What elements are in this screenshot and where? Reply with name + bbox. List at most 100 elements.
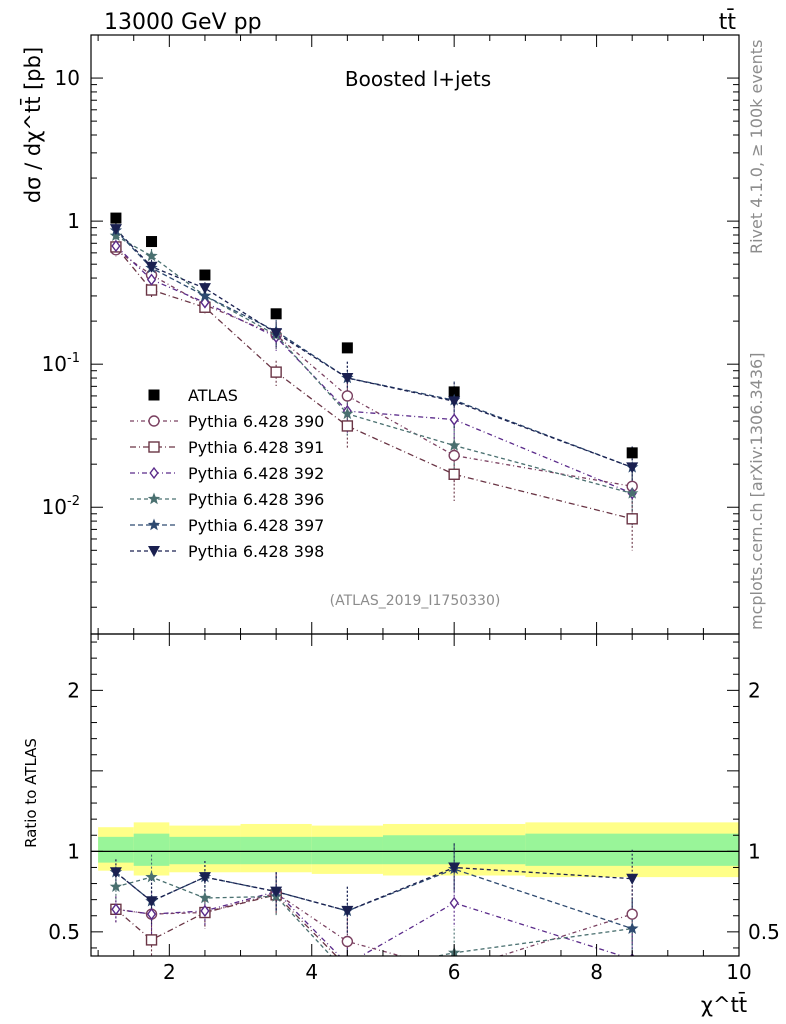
data-point bbox=[145, 284, 158, 296]
x-tick-label: 6 bbox=[448, 960, 461, 984]
main-title: Boosted l+jets bbox=[345, 67, 491, 91]
ratio-y-tick-label-left: 0.5 bbox=[48, 920, 80, 944]
main-ylabel: dσ / dχ^tt̄ [pb] bbox=[20, 47, 45, 203]
ratio-series-line bbox=[115, 868, 633, 930]
x-tick-label: 2 bbox=[163, 960, 176, 984]
ratio-point bbox=[145, 934, 158, 946]
data-point bbox=[341, 407, 354, 420]
legend-entry: Pythia 6.428 391 bbox=[188, 438, 324, 457]
ratio-point bbox=[449, 896, 459, 910]
x-tick-label: 10 bbox=[726, 960, 751, 984]
ratio-point bbox=[200, 904, 210, 918]
ratio-point bbox=[198, 872, 211, 884]
ratio-frame bbox=[90, 633, 740, 957]
ratio-point bbox=[270, 886, 283, 898]
legend-entry: Pythia 6.428 390 bbox=[188, 412, 324, 431]
legend-entry: Pythia 6.428 392 bbox=[188, 464, 324, 483]
mcplots-label: mcplots.cern.ch [arXiv:1306.3436] bbox=[747, 353, 766, 630]
ratio-point bbox=[344, 959, 352, 969]
ratio-point bbox=[448, 862, 461, 874]
uncertainty-band-stat bbox=[311, 836, 383, 865]
rivet-label: Rivet 4.1.0, ≥ 100k events bbox=[747, 40, 766, 254]
data-point bbox=[341, 373, 354, 385]
data-point bbox=[448, 439, 461, 451]
x-axis-label: χ^tt̄ bbox=[701, 992, 747, 1017]
ratio-y-tick-label-left: 1 bbox=[67, 839, 80, 863]
main-panel: 10-2 10-1 1 10 Boosted l+jets (ATLAS_2019_I… bbox=[20, 34, 740, 635]
y-tick-label: 10 bbox=[55, 66, 80, 90]
data-point bbox=[341, 420, 354, 432]
y-tick-label-exp: -2 bbox=[67, 494, 80, 509]
ratio-series-line bbox=[115, 876, 633, 956]
y-tick-label: 10-2 bbox=[42, 494, 80, 519]
uncertainty-band-stat bbox=[240, 836, 312, 865]
data-point bbox=[145, 261, 158, 273]
ratio-series-line bbox=[115, 894, 338, 956]
data-point bbox=[109, 224, 122, 236]
legend-entry: Pythia 6.428 396 bbox=[188, 490, 324, 509]
y-tick-label: 1 bbox=[67, 209, 80, 233]
ratio-point bbox=[626, 908, 638, 920]
series-line bbox=[115, 228, 633, 469]
data-point bbox=[626, 462, 639, 474]
analysis-id: (ATLAS_2019_I1750330) bbox=[330, 593, 501, 609]
ratio-point bbox=[342, 962, 352, 972]
legend-marker bbox=[147, 518, 161, 531]
x-tick-label: 4 bbox=[305, 960, 318, 984]
ratio-point bbox=[626, 873, 639, 885]
ratio-point bbox=[341, 935, 354, 948]
ratio-ylabel: Ratio to ATLAS bbox=[22, 738, 40, 848]
legend-marker bbox=[149, 466, 159, 480]
legend-marker bbox=[148, 389, 160, 401]
data-point bbox=[146, 273, 157, 286]
legend-entry: Pythia 6.428 397 bbox=[188, 516, 324, 535]
ratio-point bbox=[341, 967, 353, 979]
data-point bbox=[109, 229, 123, 241]
data-point bbox=[199, 269, 211, 281]
data-point bbox=[111, 239, 121, 253]
data-point bbox=[626, 513, 638, 525]
data-point bbox=[198, 289, 212, 302]
data-point bbox=[270, 328, 283, 340]
data-point bbox=[198, 283, 211, 295]
data-point bbox=[448, 386, 460, 398]
ratio-point bbox=[627, 975, 637, 985]
ratio-series-line bbox=[115, 892, 633, 956]
data-point bbox=[448, 449, 460, 462]
series-line bbox=[115, 230, 633, 469]
data-point bbox=[341, 342, 353, 354]
y-tick-label: 10-1 bbox=[42, 351, 80, 376]
ratio-point bbox=[146, 907, 157, 921]
process-label: tt̄ bbox=[719, 9, 737, 35]
data-point bbox=[448, 396, 461, 408]
ratio-y-tick-label-left: 2 bbox=[67, 678, 80, 702]
ratio-y-tick-label-right: 0.5 bbox=[748, 920, 780, 944]
ratio-series-line bbox=[115, 890, 625, 956]
y-tick-label-exp: -1 bbox=[67, 351, 80, 366]
uncertainty-band-stat bbox=[98, 836, 134, 863]
ratio-point bbox=[111, 903, 121, 916]
data-point bbox=[448, 468, 460, 480]
legend-entry: ATLAS bbox=[188, 386, 238, 405]
data-point bbox=[341, 390, 354, 402]
uncertainty-band-stat bbox=[133, 833, 170, 866]
data-point bbox=[270, 366, 282, 378]
legend-marker bbox=[148, 441, 160, 453]
legend: ATLAS Pythia 6.428 390 Pythia 6.428 391 Pyt… bbox=[130, 386, 324, 561]
ratio-y-tick-label-right: 2 bbox=[748, 678, 761, 702]
data-point bbox=[449, 413, 459, 426]
legend-marker bbox=[148, 546, 160, 557]
data-point bbox=[626, 447, 638, 459]
data-point bbox=[200, 296, 210, 309]
data-point bbox=[626, 486, 639, 499]
uncertainty-band-stat bbox=[169, 836, 241, 865]
data-point bbox=[110, 212, 122, 224]
ratio-panel: 0.5 0.5 1 1 2 2 2 4 6 8 10 Ratio to ATLAS χ^tt̄ bbox=[22, 633, 780, 1017]
energy-label: 13000 GeV pp bbox=[104, 10, 262, 35]
legend-entry: Pythia 6.428 398 bbox=[188, 542, 324, 561]
ratio-point bbox=[145, 870, 158, 883]
ratio-y-tick-label-right: 1 bbox=[748, 839, 761, 863]
ratio-point bbox=[341, 905, 354, 917]
data-point bbox=[145, 249, 158, 262]
